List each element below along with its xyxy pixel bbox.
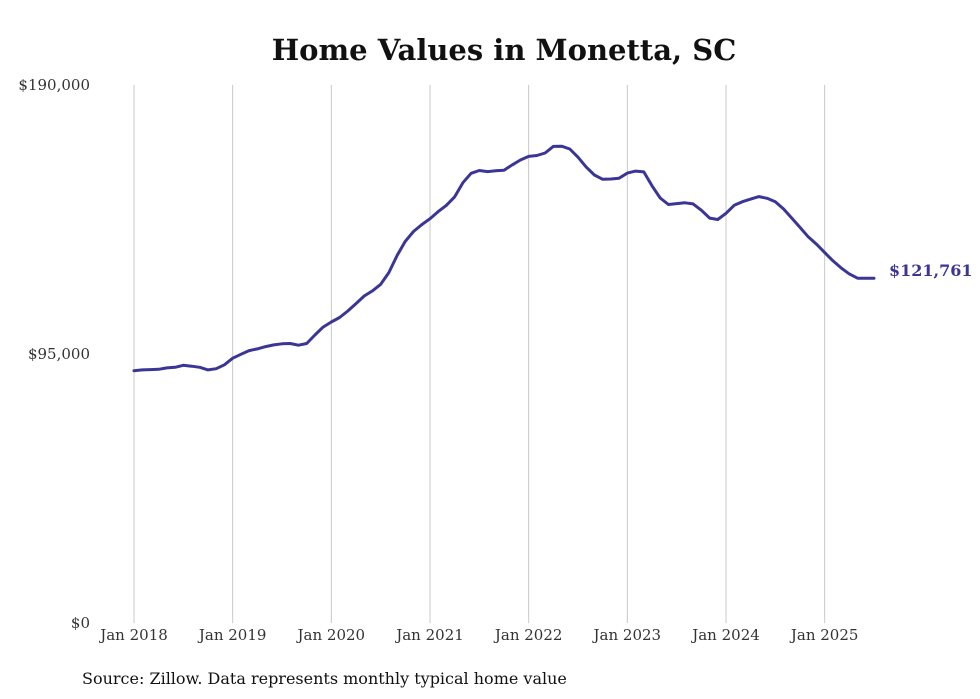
x-tick-label: Jan 2019 bbox=[197, 626, 267, 644]
x-tick-label: Jan 2025 bbox=[789, 626, 859, 644]
x-tick-label: Jan 2022 bbox=[493, 626, 563, 644]
x-tick-label: Jan 2023 bbox=[592, 626, 662, 644]
end-value-label: $121,761 bbox=[889, 261, 973, 280]
chart-title: Home Values in Monetta, SC bbox=[272, 33, 737, 67]
x-tick-label: Jan 2020 bbox=[296, 626, 366, 644]
y-tick-label: $95,000 bbox=[28, 345, 90, 363]
y-axis-ticks: $0 $95,000 $190,000 bbox=[18, 76, 90, 632]
y-tick-label: $190,000 bbox=[18, 76, 90, 94]
home-value-line bbox=[132, 144, 876, 373]
x-tick-label: Jan 2021 bbox=[394, 626, 464, 644]
source-note: Source: Zillow. Data represents monthly … bbox=[82, 669, 567, 688]
y-tick-label: $0 bbox=[71, 614, 90, 632]
x-axis-ticks: Jan 2018 Jan 2019 Jan 2020 Jan 2021 Jan 2022… bbox=[98, 626, 858, 644]
x-tick-label: Jan 2018 bbox=[98, 626, 168, 644]
gridlines bbox=[133, 85, 826, 623]
series-layer bbox=[132, 144, 876, 373]
x-tick-label: Jan 2024 bbox=[690, 626, 760, 644]
